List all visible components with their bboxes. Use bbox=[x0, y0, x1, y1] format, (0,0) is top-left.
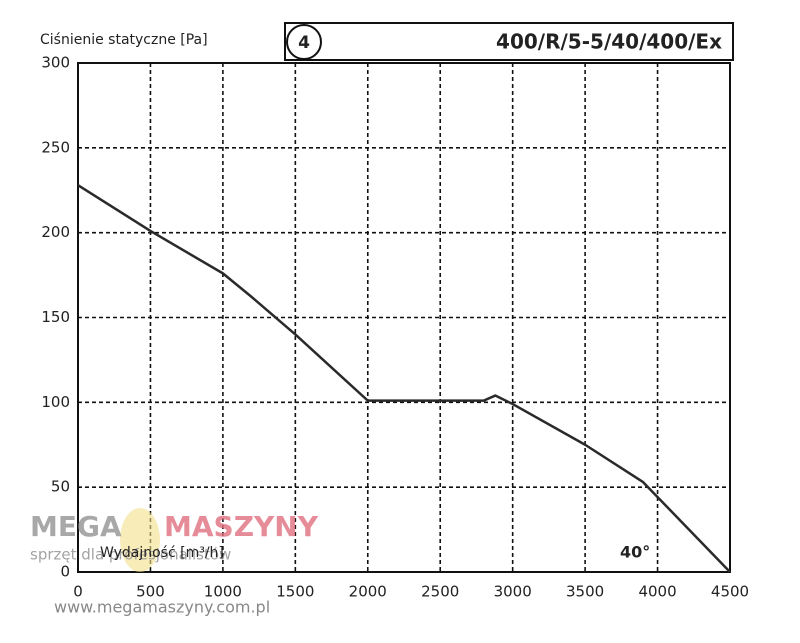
watermark-brand: MEGA bbox=[30, 510, 122, 543]
x-tick-label: 2000 bbox=[349, 583, 387, 601]
annotation: 40° bbox=[620, 543, 650, 562]
x-tick-label: 2500 bbox=[421, 583, 459, 601]
model-box bbox=[284, 22, 734, 61]
y-tick-label: 100 bbox=[41, 393, 70, 411]
y-tick-label: 250 bbox=[41, 138, 70, 156]
x-tick-label: 1500 bbox=[276, 583, 314, 601]
x-tick-label: 1000 bbox=[204, 583, 242, 601]
model-label: 400/R/5-5/40/400/Ex bbox=[496, 30, 722, 54]
x-tick-label: 3500 bbox=[566, 583, 604, 601]
x-tick-label: 3000 bbox=[494, 583, 532, 601]
curve-number: 4 bbox=[298, 33, 310, 53]
x-tick-label: 4000 bbox=[638, 583, 676, 601]
x-tick-label: 4500 bbox=[711, 583, 749, 601]
plot-frame bbox=[77, 62, 731, 573]
curve-number-circle bbox=[286, 24, 322, 60]
watermark-tagline: sprzęt dla profesjonalistów bbox=[30, 546, 231, 564]
x-tick-label: 500 bbox=[136, 583, 165, 601]
y-tick-label: 200 bbox=[41, 223, 70, 241]
y-tick-label: 300 bbox=[41, 54, 70, 72]
watermark-url: www.megamaszyny.com.pl bbox=[54, 598, 270, 617]
x-axis-label: Wydajność [m³/h] bbox=[100, 545, 224, 561]
y-axis-label: Ciśnienie statyczne [Pa] bbox=[40, 32, 208, 48]
watermark-brand: MASZYNY bbox=[164, 510, 319, 543]
watermark-logo bbox=[120, 508, 160, 572]
y-tick-label: 50 bbox=[51, 478, 70, 496]
y-tick-label: 0 bbox=[60, 563, 70, 581]
curve bbox=[77, 184, 731, 573]
y-tick-label: 150 bbox=[41, 308, 70, 326]
x-tick-label: 0 bbox=[73, 583, 83, 601]
